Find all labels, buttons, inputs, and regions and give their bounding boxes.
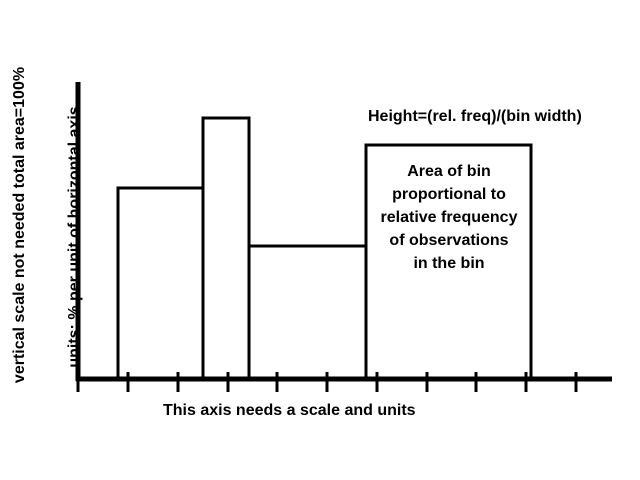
bin-4 (364, 143, 533, 382)
height-formula-label: Height=(rel. freq)/(bin width) (368, 108, 582, 125)
bin-note-line: proportional to (392, 186, 506, 203)
bin-note-line: in the bin (413, 255, 485, 272)
bin-area-note: Area of bin proportional to relative fre… (366, 160, 532, 275)
bin-3 (247, 244, 368, 382)
bin-note-line: relative frequency (380, 209, 518, 226)
bin-1 (116, 186, 205, 382)
bin-note-line: Area of bin (407, 163, 491, 180)
bin-2 (201, 116, 251, 382)
vertical-scale-label: vertical scale not needed total area=100… (11, 66, 28, 384)
vertical-units-label: units: % per unit of horizontal axis (66, 106, 83, 368)
horizontal-axis-note: This axis needs a scale and units (163, 402, 416, 419)
x-ticks (76, 372, 578, 392)
bin-note-line: of observations (389, 232, 509, 249)
